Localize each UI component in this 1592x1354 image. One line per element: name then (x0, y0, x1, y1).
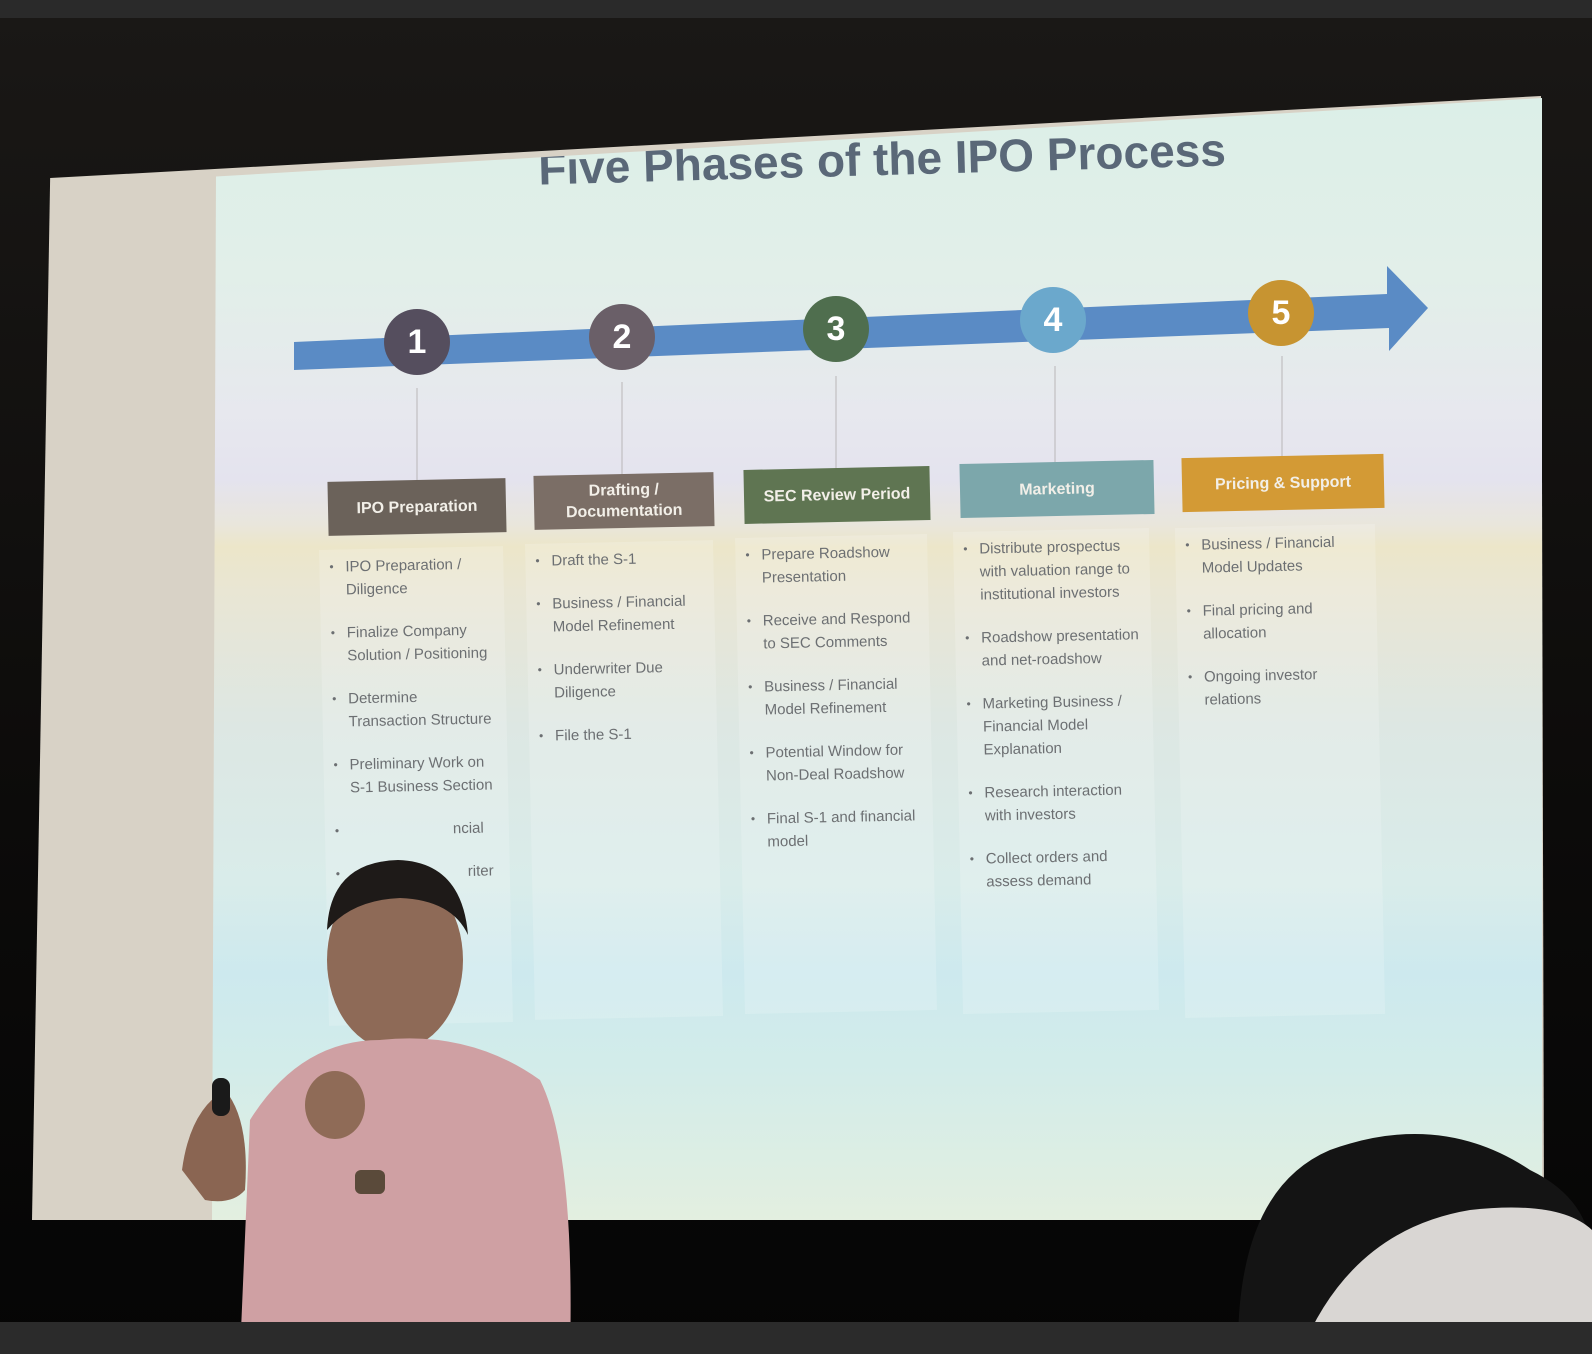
list-item: Finalize Company Solution / Positioning (331, 618, 496, 667)
list-item: Prepare Roadshow Presentation (745, 540, 918, 590)
occluded-fragment: riter (336, 859, 500, 885)
phase-5-number-circle: 5 (1248, 280, 1314, 346)
list-item: Potential Window for Non-Deal Roadshow (749, 738, 922, 788)
phase-5-column: Business / Financial Model Updates Final… (1174, 523, 1386, 1019)
phase-5-header: Pricing & Support (1181, 453, 1385, 513)
phase-3-column: Prepare Roadshow Presentation Receive an… (735, 534, 937, 1014)
list-item: Final S-1 and financial model (751, 804, 924, 854)
list-item: Final pricing and allocation (1186, 596, 1367, 646)
top-window-edge (0, 0, 1592, 18)
phase-4-column: Distribute prospectus with valuation ran… (952, 528, 1160, 1014)
list-item: Business / Financial Model Updates (1185, 530, 1366, 580)
list-item: File the S-1 (539, 721, 707, 748)
list-item: Marketing Business / Financial Model Exp… (966, 689, 1143, 762)
list-item: Business / Financial Model Refinement (748, 672, 921, 722)
phase-4-number-circle: 4 (1020, 287, 1086, 353)
list-item: Preliminary Work on S-1 Business Section (333, 750, 498, 799)
phase-3-header: SEC Review Period (743, 466, 931, 524)
phase-3-number-circle: 3 (803, 296, 869, 362)
phase-2-number-circle: 2 (589, 304, 655, 370)
phase-1-header: IPO Preparation (327, 478, 507, 536)
phase-2-header: Drafting / Documentation (533, 472, 715, 530)
list-item: Underwriter Due Diligence (537, 655, 706, 705)
occluded-fragment: ncial (335, 816, 499, 842)
list-item: Business / Financial Model Refinement (536, 589, 705, 639)
list-item: Distribute prospectus with valuation ran… (963, 534, 1140, 607)
bottom-window-edge (0, 1322, 1592, 1354)
phase-1-column: IPO Preparation / Diligence Finalize Com… (319, 546, 513, 1026)
list-item: IPO Preparation / Diligence (329, 552, 494, 601)
phase-4-header: Marketing (959, 459, 1155, 519)
list-item: Draft the S-1 (535, 546, 703, 573)
list-item: Ongoing investor relations (1188, 662, 1369, 712)
phase-1-number-circle: 1 (384, 309, 450, 375)
list-item: Receive and Respond to SEC Comments (747, 606, 920, 656)
projected-slide: Five Phases of the IPO Process 1 2 3 4 5… (212, 98, 1542, 1220)
list-item: Research interaction with investors (968, 778, 1145, 828)
list-item: Collect orders and assess demand (970, 844, 1147, 894)
phase-2-column: Draft the S-1 Business / Financial Model… (525, 540, 723, 1020)
list-item: Determine Transaction Structure (332, 684, 497, 733)
list-item: Roadshow presentation and net-roadshow (965, 623, 1142, 673)
